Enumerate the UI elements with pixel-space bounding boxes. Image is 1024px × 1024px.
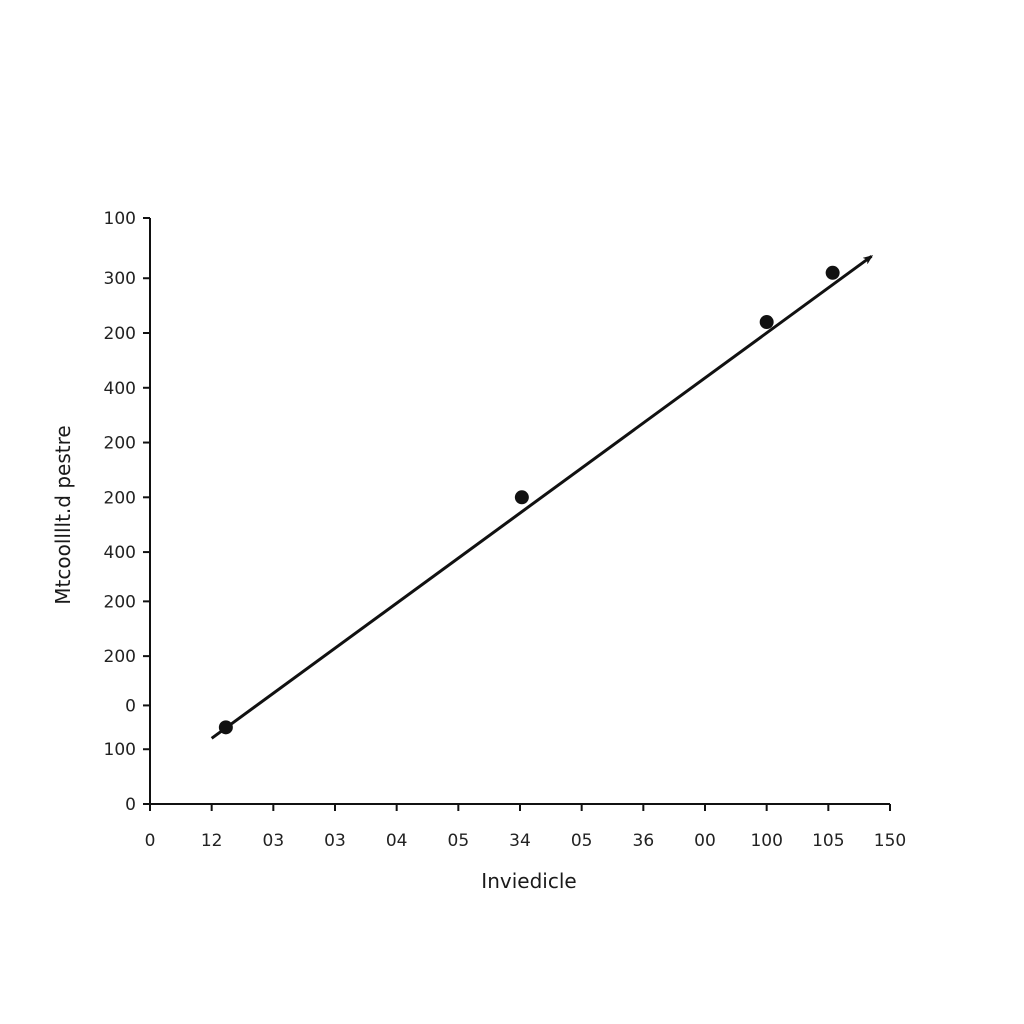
y-tick-label: 100 — [104, 209, 136, 229]
x-tick-label: 03 — [263, 831, 285, 851]
x-tick-label: 100 — [750, 831, 782, 851]
y-tick-label: 200 — [104, 434, 136, 454]
y-tick-label: 0 — [125, 696, 136, 716]
x-tick-label: 03 — [324, 831, 346, 851]
y-tick-label: 200 — [104, 592, 136, 612]
x-tick-label: 150 — [874, 831, 906, 851]
series-line — [210, 255, 874, 740]
y-tick-label: 100 — [104, 740, 136, 760]
data-points — [218, 265, 840, 735]
x-tick-label: 05 — [571, 831, 593, 851]
x-tick-label: 36 — [633, 831, 655, 851]
data-point — [759, 315, 774, 330]
x-tick-label: 105 — [812, 831, 844, 851]
y-axis-title: Mtcoollllt.d pestre — [51, 425, 75, 604]
x-tick-label: 04 — [386, 831, 408, 851]
y-tick-label: 0 — [125, 795, 136, 815]
x-tick-label: 00 — [694, 831, 716, 851]
y-axis-ticks: 0 100 0 200 200 400 200 200 400 200 300 100 — [104, 209, 150, 815]
y-tick-label: 400 — [104, 543, 136, 563]
y-tick-label: 200 — [104, 647, 136, 667]
y-tick-label: 300 — [104, 269, 136, 289]
y-tick-label: 400 — [104, 379, 136, 399]
y-tick-label: 200 — [104, 488, 136, 508]
data-point — [825, 265, 840, 280]
data-point — [514, 490, 529, 505]
x-tick-label: 12 — [201, 831, 223, 851]
x-tick-label: 05 — [448, 831, 470, 851]
x-tick-label: 34 — [509, 831, 531, 851]
x-tick-label: 0 — [145, 831, 156, 851]
x-axis-ticks: 0 12 03 03 04 05 34 05 36 00 100 105 150 — [145, 804, 906, 851]
data-point — [218, 720, 233, 735]
y-tick-label: 200 — [104, 324, 136, 344]
x-axis-title: Inviedicle — [481, 869, 576, 893]
